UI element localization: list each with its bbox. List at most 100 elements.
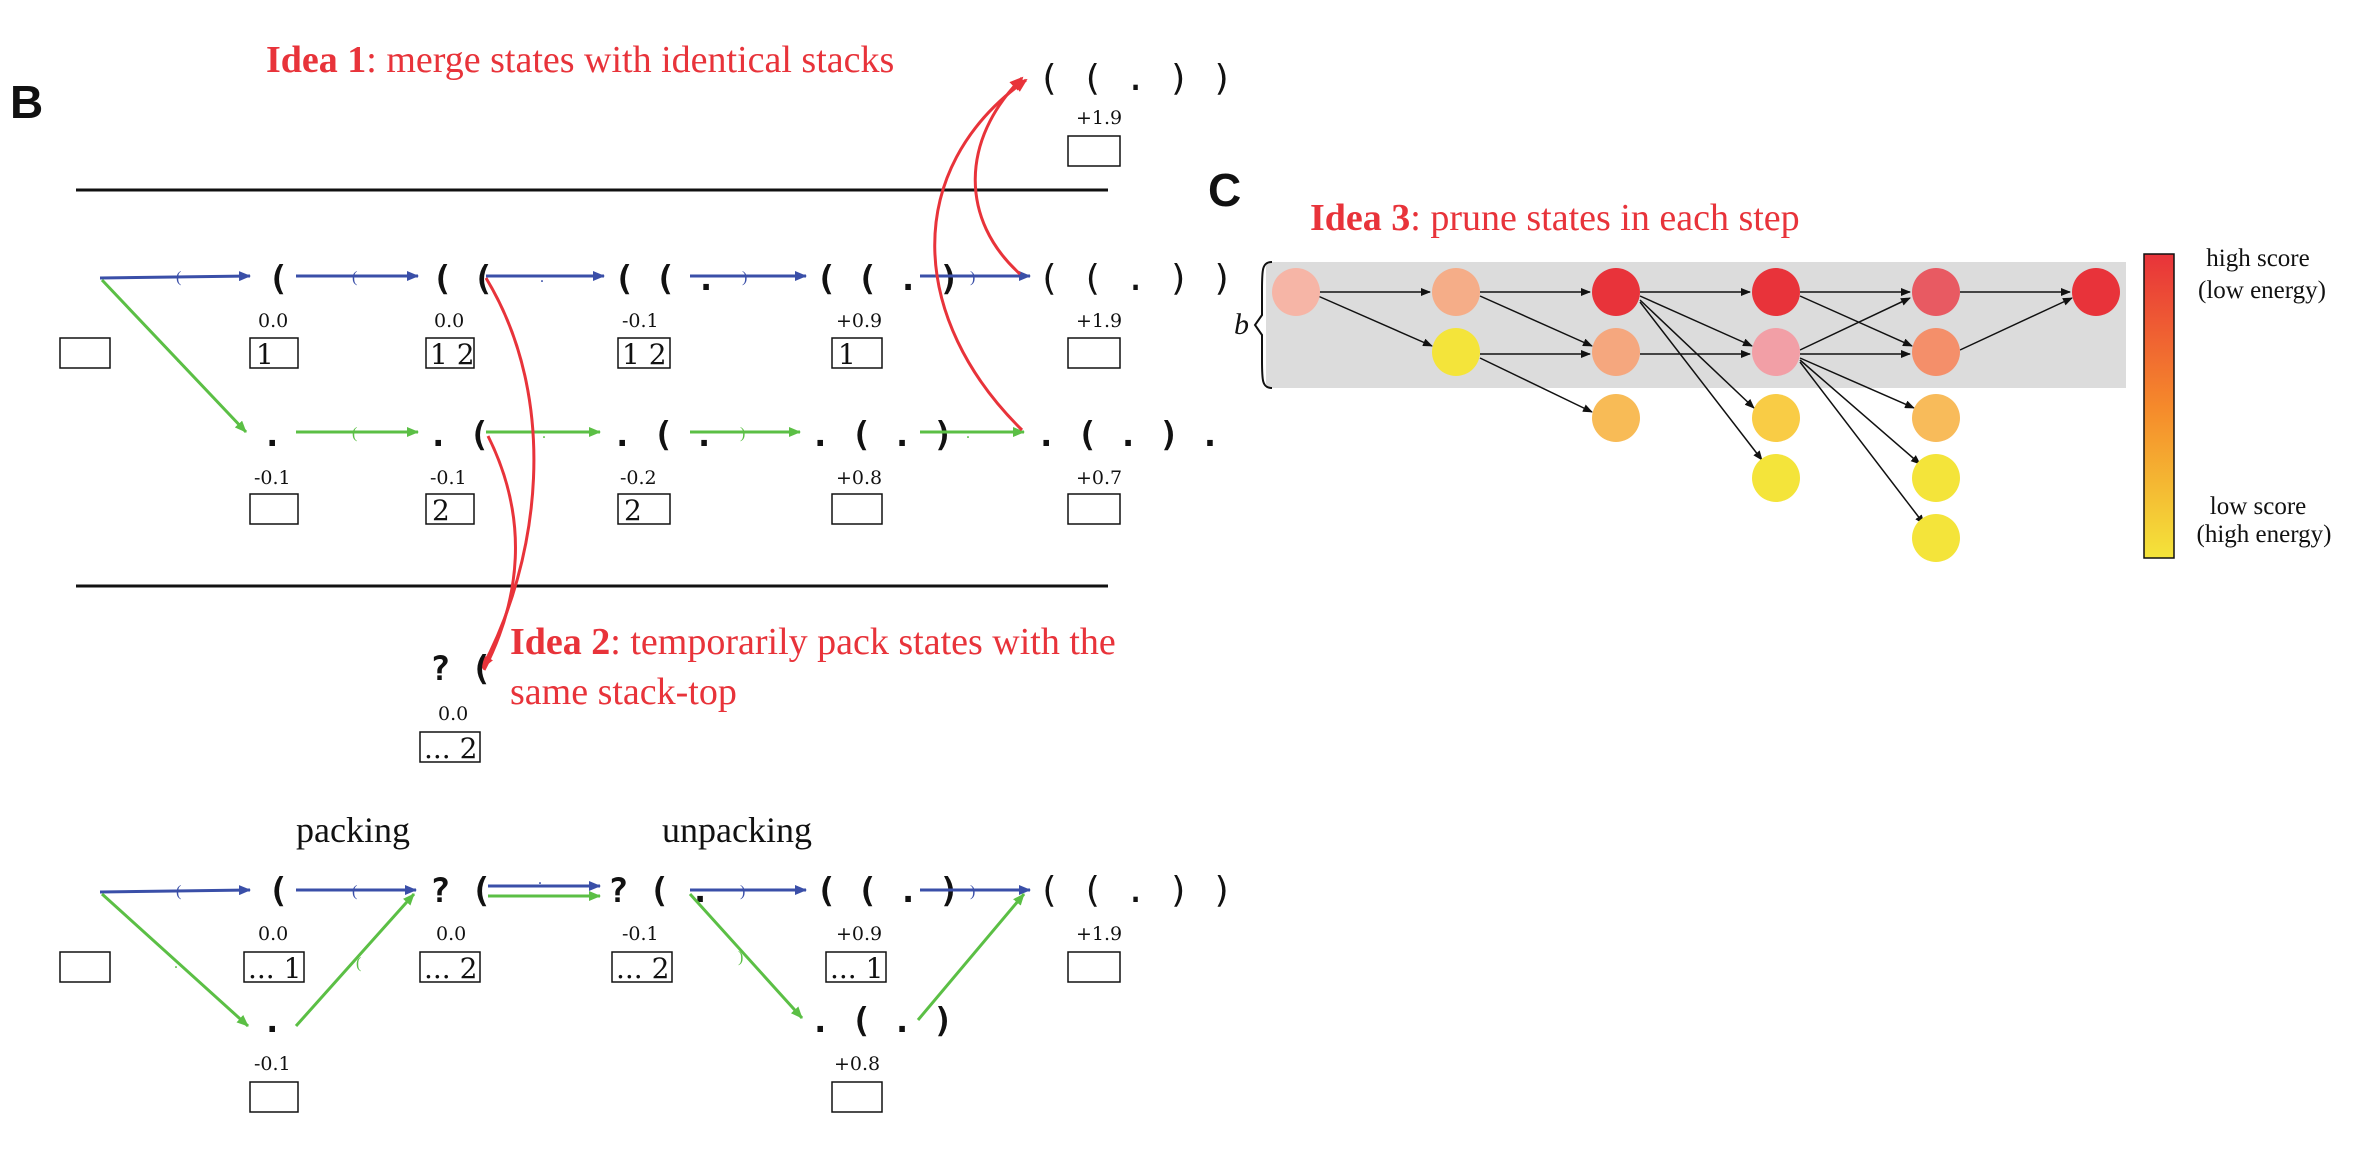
bottom-edge-2-label: ( [352,883,357,900]
packed-state-seq: ? ( [430,649,491,689]
bottom-edge-green-4 [916,893,1026,1021]
beam-edge [1639,301,1763,461]
beam-node [1432,268,1480,316]
beam-node [1592,328,1640,376]
pack-arrow-green [482,435,517,671]
green-state-1-stack-box [425,493,475,525]
blue-state-3-seq: ( ( . [614,259,716,299]
green-state-3-score: +0.8 [836,467,882,489]
bottom-state-4-stack-box [825,951,887,983]
bottom-edge-7-label: ) [970,883,975,900]
blue-state-5-stack-box [1067,337,1121,369]
green-state-4-score: +0.7 [1076,467,1122,489]
green-state-1-stack: 2 [432,494,450,527]
green-state-4-seq: . ( . ) . [1036,415,1220,455]
bottom-state-7-score: +0.8 [834,1053,880,1075]
green-state-2-score: -0.2 [620,467,657,489]
blue-state-3-stack-box [617,337,671,369]
green-state-0-seq: . [262,415,282,455]
blue-state-4-stack-box [831,337,883,369]
bottom-edge-blue-1 [99,885,251,896]
bottom-state-1-score: 0.0 [258,923,288,945]
blue-state-2-stack-box [425,337,475,369]
bottom-state-2-stack-box [419,951,481,983]
idea-2-description-2: same stack-top [510,671,737,713]
bottom-edge-4-label: . [174,955,178,972]
bottom-state-2-seq: ? ( [430,871,491,911]
initial-state-stack-box [59,337,111,369]
blue-row: ( 0.0 1 ( ( 0.0 1 2 ( ( . -0.1 1 2 ( ( .… [99,258,1233,371]
bottom-edge-6-label: ) [740,883,745,900]
blue-edge-5-label: ) [970,269,975,286]
idea-2-line-1: Idea 2: temporarily pack states with the [510,621,1116,663]
beam-node [1272,268,1320,316]
bottom-state-1-stack-box [243,951,305,983]
green-edge-1 [100,278,248,434]
bottom-state-3-stack-box [611,951,673,983]
beam-edge [1799,295,1913,347]
merged-state-stack-box [1067,135,1121,167]
green-state-2-seq: . ( . [612,415,714,455]
green-state-4-stack-box [1067,493,1121,525]
bottom-state-3-stack: ... 2 [616,952,669,985]
green-state-1-score: -0.1 [430,467,467,489]
panel-label-c: C [1208,164,1241,216]
green-state-3-seq: . ( . ) [810,415,953,455]
idea-3-text: Idea 3: prune states in each step [1310,197,1800,239]
legend-low-line-1: low score [2210,493,2307,520]
beam-node [1752,268,1800,316]
beam-node [1592,394,1640,442]
bottom-state-6-score: -0.1 [254,1053,291,1075]
bottom-edge-3-label: . [538,871,542,888]
green-state-2-stack: 2 [624,494,642,527]
bottom-edge-1-label: ( [176,883,181,900]
green-edge-1-label: . [176,349,180,366]
green-state-0-stack-box [249,493,299,525]
packed-state: ? ( 0.0 ... 2 [419,649,491,765]
blue-state-4-score: +0.9 [836,310,882,332]
beam-node [1912,514,1960,562]
merged-state: ( ( . ) ) +1.9 [1038,58,1233,167]
beam-edge [1479,295,1593,347]
beam-edge [1799,357,1915,409]
green-state-2-stack-box [617,493,671,525]
blue-state-2-stack: 1 2 [430,338,475,371]
beam-node [1912,328,1960,376]
bottom-state-6-stack-box [249,1081,299,1113]
green-state-1-seq: . ( [428,415,489,455]
blue-state-2-score: 0.0 [434,310,464,332]
beam-node [1912,394,1960,442]
packed-state-stack-box [419,731,481,763]
bottom-state-2-stack: ... 2 [424,952,477,985]
panel-label-b: B [10,76,43,128]
beam-edge [1639,295,1753,347]
blue-state-4-stack: 1 [838,338,856,371]
beam-edge [1799,297,1911,351]
bottom-edge-green-3 [688,892,804,1020]
blue-edge-3-label: . [540,269,544,286]
blue-state-2-seq: ( ( [432,259,493,299]
idea-1-description: : merge states with identical stacks [366,39,894,81]
beam-node [1752,454,1800,502]
bottom-state-7-stack-box [831,1081,883,1113]
beam-edge [1317,295,1433,347]
bottom-state-2-score: 0.0 [436,923,466,945]
packed-state-stack: ... 2 [424,732,477,765]
blue-state-3-score: -0.1 [622,310,659,332]
bottom-state-6-seq: . [262,1001,282,1041]
beam-edge [1799,361,1925,525]
beam-edges [1317,288,2073,525]
bottom-edge-8-label: ) [738,949,743,966]
bottom-state-7-seq: . ( . ) [810,1001,953,1041]
bottom-state-5-score: +1.9 [1076,923,1122,945]
idea-2-description-1: : temporarily pack states with the [610,621,1115,663]
beam-width-label: b [1234,308,1249,341]
legend-low-line-2: (high energy) [2197,521,2332,548]
legend-high-line-2: (low energy) [2198,277,2326,304]
beam-node [2072,268,2120,316]
unpacking-heading: unpacking [662,810,812,850]
blue-edge-1-label: ( [176,269,181,286]
beam-edge [1799,359,1921,465]
beam-node [1912,268,1960,316]
